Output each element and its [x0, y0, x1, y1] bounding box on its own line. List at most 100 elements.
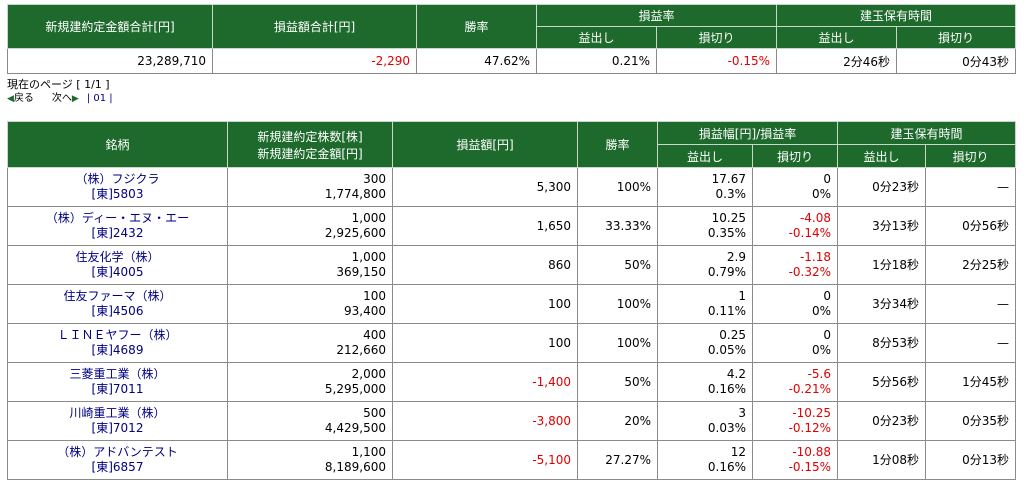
profit-range-cell: 17.67 0.3% — [657, 167, 753, 207]
profit-width: 12 — [730, 445, 746, 459]
win-rate-value: 33.33% — [577, 206, 658, 246]
shares-value: 1,100 — [351, 445, 386, 459]
prev-link[interactable]: 戻る — [13, 93, 34, 104]
table-row: 住友化学（株） [東]4005 1,000 369,150 860 50% 2.9 0.79%… — [7, 245, 1017, 285]
loss-width: 0 — [823, 328, 832, 342]
stock-name-link[interactable]: （株）ディー・エヌ・エー — [45, 211, 190, 225]
win-rate-value: 50% — [577, 362, 658, 402]
loss-time-value: — — [925, 284, 1017, 324]
summary-header-loss-rate: 損切り — [655, 26, 778, 49]
stock-cell[interactable]: （株）フジクラ [東]5803 — [7, 167, 228, 207]
stock-name-link[interactable]: （株）フジクラ — [75, 172, 160, 186]
header-name: 銘柄 — [7, 121, 228, 168]
loss-rate: -0.12% — [788, 421, 832, 435]
stock-cell[interactable]: （株）ディー・エヌ・エー [東]2432 — [7, 206, 228, 246]
header-shares-amount: 新規建約定株数[株] 新規建約定金額[円] — [227, 121, 393, 168]
summary-header-pnl-rate: 損益率 — [535, 4, 778, 27]
amount-value: 2,925,600 — [324, 226, 386, 240]
win-rate-value: 50% — [577, 245, 658, 285]
stock-code: [東]5803 — [91, 187, 144, 201]
profit-time-value: 1分18秒 — [837, 245, 927, 285]
stock-code: [東]7012 — [91, 421, 144, 435]
shares-amount-cell: 2,000 5,295,000 — [227, 362, 393, 402]
profit-width: 4.2 — [726, 367, 746, 381]
profit-range-cell: 0.25 0.05% — [657, 323, 753, 363]
profit-rate: 0.11% — [707, 304, 746, 318]
loss-time-value: 0分56秒 — [925, 206, 1017, 246]
page-number-link[interactable]: | 01 | — [86, 93, 113, 104]
stock-name-link[interactable]: 三菱重工業（株） — [69, 367, 166, 381]
summary-win-rate: 47.62% — [416, 48, 537, 74]
stock-cell[interactable]: 住友ファーマ（株） [東]4506 — [7, 284, 228, 324]
stock-cell[interactable]: 三菱重工業（株） [東]7011 — [7, 362, 228, 402]
stock-name-link[interactable]: （株）アドバンテスト — [57, 445, 178, 459]
page-indicator: 現在のページ [ 1/1 ] — [7, 78, 110, 91]
stock-name-link[interactable]: 住友化学（株） — [75, 250, 160, 264]
win-rate-value: 27.27% — [577, 440, 658, 480]
next-arrow-icon: ▶ — [71, 94, 79, 104]
amount-value: 212,660 — [336, 343, 386, 357]
loss-rate: -0.15% — [788, 460, 832, 474]
stock-cell[interactable]: 川崎重工業（株） [東]7012 — [7, 401, 228, 441]
profit-width: 17.67 — [711, 172, 746, 186]
shares-amount-cell: 1,100 8,189,600 — [227, 440, 393, 480]
profit-rate: 0.3% — [715, 187, 747, 201]
stock-cell[interactable]: ＬＩＮＥヤフー（株） [東]4689 — [7, 323, 228, 363]
summary-loss-rate: -0.15% — [655, 48, 778, 74]
loss-range-cell: -10.88 -0.15% — [751, 440, 839, 480]
shares-value: 1,000 — [351, 211, 386, 225]
shares-amount-cell: 1,000 369,150 — [227, 245, 393, 285]
profit-time-value: 3分34秒 — [837, 284, 927, 324]
positions-table: 銘柄 新規建約定株数[株] 新規建約定金額[円] 損益額[円] 勝率 損益幅[円… — [7, 121, 1017, 480]
profit-rate: 0.16% — [707, 382, 746, 396]
shares-amount-cell: 300 1,774,800 — [227, 167, 393, 207]
win-rate-value: 100% — [577, 284, 658, 324]
stock-name-link[interactable]: ＬＩＮＥヤフー（株） — [57, 328, 178, 342]
loss-width: -4.08 — [799, 211, 832, 225]
next-link[interactable]: 次へ — [51, 93, 72, 104]
stock-name-link[interactable]: 住友ファーマ（株） — [63, 289, 172, 303]
profit-time-value: 1分08秒 — [837, 440, 927, 480]
loss-rate: -0.14% — [788, 226, 832, 240]
summary-loss-time: 0分43秒 — [896, 48, 1017, 74]
loss-range-cell: -4.08 -0.14% — [751, 206, 839, 246]
table-row: 川崎重工業（株） [東]7012 500 4,429,500 -3,800 20% 3 0.0… — [7, 401, 1017, 441]
shares-amount-cell: 1,000 2,925,600 — [227, 206, 393, 246]
loss-rate: -0.21% — [788, 382, 832, 396]
header-shares: 新規建約定株数[株] — [257, 129, 363, 144]
loss-range-cell: -5.6 -0.21% — [751, 362, 839, 402]
summary-header-total-amount: 新規建約定金額合計[円] — [7, 4, 213, 49]
shares-value: 2,000 — [351, 367, 386, 381]
profit-rate: 0.03% — [707, 421, 746, 435]
amount-value: 369,150 — [336, 265, 386, 279]
profit-range-cell: 2.9 0.79% — [657, 245, 753, 285]
loss-time-value: 0分13秒 — [925, 440, 1017, 480]
shares-value: 500 — [363, 406, 386, 420]
stock-cell[interactable]: （株）アドバンテスト [東]6857 — [7, 440, 228, 480]
loss-rate: 0% — [811, 304, 832, 318]
stock-name-link[interactable]: 川崎重工業（株） — [69, 406, 166, 420]
loss-time-value: — — [925, 323, 1017, 363]
pnl-value: 5,300 — [392, 167, 578, 207]
shares-amount-cell: 500 4,429,500 — [227, 401, 393, 441]
shares-amount-cell: 400 212,660 — [227, 323, 393, 363]
header-pnl: 損益額[円] — [392, 121, 578, 168]
profit-width: 3 — [738, 406, 746, 420]
profit-time-value: 8分53秒 — [837, 323, 927, 363]
amount-value: 1,774,800 — [324, 187, 386, 201]
profit-time-value: 0分23秒 — [837, 167, 927, 207]
profit-width: 1 — [738, 289, 746, 303]
pnl-value: 1,650 — [392, 206, 578, 246]
profit-width: 0.25 — [719, 328, 746, 342]
profit-range-cell: 12 0.16% — [657, 440, 753, 480]
summary-values-row: 23,289,710 -2,290 47.62% 0.21% -0.15% 2分… — [7, 48, 1017, 74]
loss-time-value: — — [925, 167, 1017, 207]
profit-range-cell: 10.25 0.35% — [657, 206, 753, 246]
table-subheader-row: 益出し 損切り 益出し 損切り — [8, 144, 1017, 168]
pnl-value: -1,400 — [392, 362, 578, 402]
stock-code: [東]4506 — [91, 304, 144, 318]
win-rate-value: 20% — [577, 401, 658, 441]
stock-cell[interactable]: 住友化学（株） [東]4005 — [7, 245, 228, 285]
pager: 現在のページ [ 1/1 ] ◀ 戻る 次へ ▶ | 01 | — [7, 78, 113, 106]
profit-time-value: 3分13秒 — [837, 206, 927, 246]
